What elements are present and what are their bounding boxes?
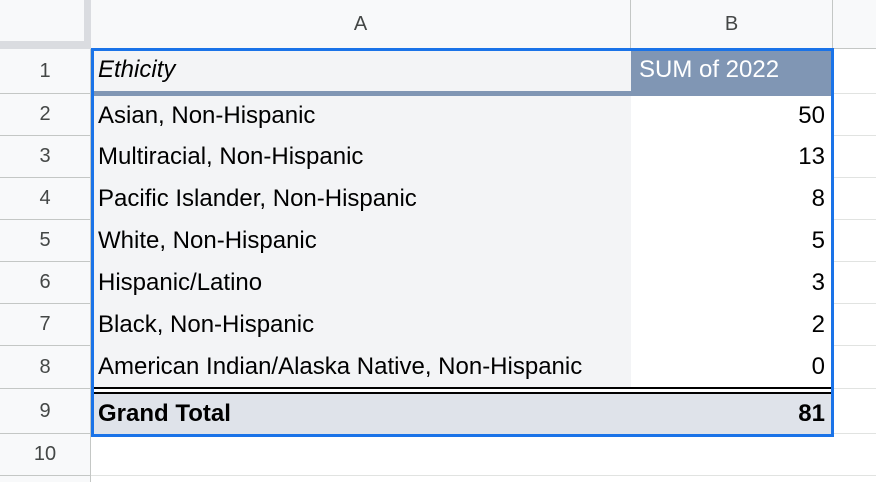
pivot-row-value[interactable]: 0 [631,346,831,388]
empty-cell[interactable] [831,262,876,304]
pivot-row-value[interactable]: 3 [631,262,831,304]
empty-cell[interactable] [831,136,876,178]
pivot-row-label[interactable]: Hispanic/Latino [91,262,631,304]
freeze-handle-horizontal[interactable] [0,41,91,49]
header-underline [91,91,831,96]
empty-cell[interactable] [831,346,876,389]
grand-total-label[interactable]: Grand Total [91,394,631,434]
row-header-4[interactable]: 4 [0,178,91,220]
total-separator [91,387,831,394]
select-all-corner[interactable] [0,0,91,49]
row-header-3[interactable]: 3 [0,136,91,178]
pivot-row-label[interactable]: Pacific Islander, Non-Hispanic [91,178,631,220]
row-header-11[interactable] [0,476,91,482]
empty-cell[interactable] [831,49,876,94]
pivot-row-value[interactable]: 13 [631,136,831,178]
pivot-row-value[interactable]: 5 [631,220,831,262]
grand-total-value[interactable]: 81 [631,394,831,434]
column-header-b[interactable]: B [631,0,833,49]
row-header-5[interactable]: 5 [0,220,91,262]
pivot-value-header-cell[interactable]: SUM of 2022 [631,49,831,91]
pivot-row-header-cell[interactable]: Ethicity [91,49,631,91]
row-header-6[interactable]: 6 [0,262,91,304]
empty-cell[interactable] [831,389,876,434]
row-header-1[interactable]: 1 [0,49,91,94]
row-header-10[interactable]: 10 [0,434,91,476]
empty-cell[interactable] [831,220,876,262]
row-header-2[interactable]: 2 [0,94,91,136]
row-header-7[interactable]: 7 [0,304,91,346]
column-header-c[interactable] [833,0,876,49]
empty-cell[interactable] [831,304,876,346]
empty-cell[interactable] [831,178,876,220]
pivot-row-label[interactable]: Asian, Non-Hispanic [91,96,631,136]
row-header-8[interactable]: 8 [0,346,91,389]
empty-row-10[interactable] [91,434,876,476]
freeze-handle-vertical[interactable] [84,0,91,49]
pivot-row-value[interactable]: 8 [631,178,831,220]
pivot-row-value[interactable]: 2 [631,304,831,346]
pivot-row-label[interactable]: Multiracial, Non-Hispanic [91,136,631,178]
row-header-9[interactable]: 9 [0,389,91,434]
pivot-row-value[interactable]: 50 [631,96,831,136]
column-header-a[interactable]: A [91,0,631,49]
pivot-row-label[interactable]: White, Non-Hispanic [91,220,631,262]
pivot-row-label[interactable]: American Indian/Alaska Native, Non-Hispa… [91,346,631,388]
pivot-row-label[interactable]: Black, Non-Hispanic [91,304,631,346]
empty-cell[interactable] [831,94,876,136]
